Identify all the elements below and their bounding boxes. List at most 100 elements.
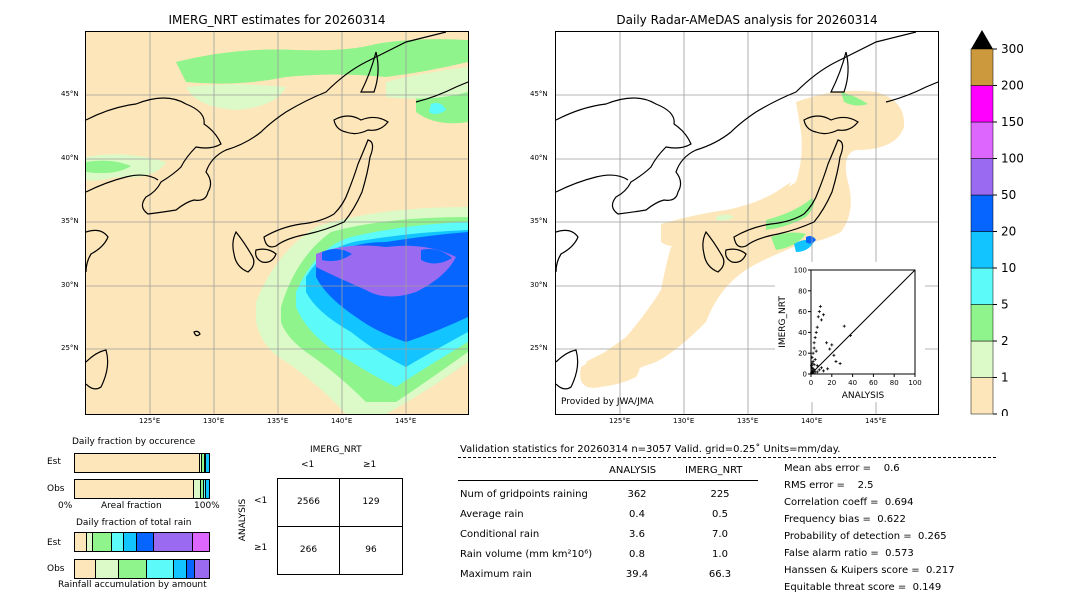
scatter-point — [828, 347, 832, 351]
scatter-point — [812, 346, 816, 350]
scatter-ylabel: IMERG_NRT — [778, 296, 788, 348]
contingency-row-axis-label: ANALYSIS — [238, 498, 248, 542]
scatter-point — [819, 318, 823, 322]
contingency-row-lt1: <1 — [254, 496, 268, 506]
scatter-point — [813, 336, 817, 340]
fraction-segment — [75, 454, 200, 472]
scatter-x-tick-label: 20 — [827, 379, 836, 387]
scatter-point — [825, 341, 829, 345]
total-rain-est-bar — [74, 532, 210, 552]
fraction-segment — [194, 560, 210, 578]
validation-row-imerg: 0.5 — [712, 509, 728, 520]
score-line: Equitable threat score = 0.149 — [784, 582, 942, 593]
scatter-y-tick-label: 0 — [803, 371, 807, 379]
scatter-y-tick-label: 80 — [798, 287, 807, 295]
scatter-point — [815, 364, 819, 368]
radar-coverage — [580, 90, 905, 388]
occurrence-obs-bar — [74, 479, 210, 499]
contingency-cell-0-0: 2566 — [278, 479, 340, 527]
imerg-lon-label-140: 140°E — [331, 417, 353, 425]
colorbar-tick-label: 50 — [1001, 188, 1016, 202]
validation-row-label: Average rain — [460, 509, 524, 520]
validation-row-analysis: 0.4 — [629, 509, 645, 520]
scatter-y-tick-label: 60 — [798, 308, 807, 316]
scatter-point — [814, 330, 818, 334]
fraction-segment — [119, 560, 147, 578]
validation-row-imerg: 66.3 — [708, 569, 732, 580]
validation-row-analysis: 39.4 — [625, 569, 649, 580]
scatter-x-tick-label: 40 — [848, 379, 857, 387]
scatter-point — [810, 362, 814, 366]
validation-header: Validation statistics for 20260314 n=305… — [460, 444, 841, 455]
occurrence-xmax: 100% — [194, 501, 220, 511]
contingency-grid: 2566 129 266 96 — [277, 478, 403, 575]
contingency-title: IMERG_NRT — [310, 445, 362, 455]
scatter-point — [849, 334, 853, 338]
fraction-segment — [203, 480, 207, 498]
validation-row-imerg: 225 — [710, 489, 730, 500]
scatter-y-tick-label: 20 — [798, 350, 807, 358]
occurrence-title: Daily fraction by occurence — [72, 437, 196, 447]
colorbar-segment — [970, 340, 994, 378]
fraction-segment — [204, 454, 207, 472]
scatter-point — [830, 343, 834, 347]
scatter-point — [842, 324, 846, 328]
occurrence-est-bar — [74, 453, 210, 473]
colorbar-segment — [970, 85, 994, 123]
scatter-point — [821, 369, 825, 373]
fraction-segment — [199, 454, 203, 472]
score-line: False alarm ratio = 0.573 — [784, 548, 914, 559]
scatter-x-tick-label: 100 — [908, 379, 921, 387]
score-line: Probability of detection = 0.265 — [784, 531, 947, 542]
scatter-point — [810, 355, 814, 359]
colorbar-tick-label: 150 — [1001, 115, 1024, 129]
imerg-lat-label-45: 45°N — [61, 90, 79, 98]
colorbar-segment — [970, 158, 994, 196]
fraction-segment — [75, 480, 195, 498]
validation-dash-line — [458, 457, 996, 458]
radar-lat-label-30: 30°N — [530, 281, 548, 289]
imerg-lon-label-145: 145°E — [395, 417, 417, 425]
scatter-point — [811, 360, 815, 364]
validation-row-analysis: 0.8 — [629, 549, 645, 560]
occurrence-xmin: 0% — [58, 501, 73, 511]
radar-lon-label-145: 145°E — [865, 417, 887, 425]
fraction-segment — [75, 533, 88, 551]
imerg-lon-label-130: 130°E — [203, 417, 225, 425]
imerg-coastline — [86, 32, 468, 390]
colorbar-tick-label: 5 — [1001, 298, 1009, 312]
scatter-xlabel: ANALYSIS — [842, 391, 885, 401]
validation-row-label: Maximum rain — [460, 569, 532, 580]
scatter-point — [826, 367, 830, 371]
colorbar-segment — [970, 231, 994, 269]
occurrence-row-est: Est — [47, 457, 61, 467]
radar-lon-label-125: 125°E — [609, 417, 631, 425]
colorbar-scale: 0 1 2 5 10 20 50 100 150 200 300 — [970, 30, 1024, 421]
fraction-segment — [137, 533, 155, 551]
scatter-y-tick-label: 40 — [798, 329, 807, 337]
score-line: RMS error = 2.5 — [784, 480, 874, 491]
contingency-col-lt1: <1 — [301, 460, 315, 470]
validation-col-imerg: IMERG_NRT — [685, 465, 743, 476]
occurrence-xlabel: Areal fraction — [101, 501, 162, 511]
imerg-map-title: IMERG_NRT estimates for 20260314 — [168, 13, 386, 27]
scatter-point — [811, 351, 815, 355]
scatter-point — [817, 368, 821, 372]
validation-row-label: Rain volume (mm km²10⁶) — [460, 549, 593, 560]
fraction-segment — [206, 480, 209, 498]
imerg-map[interactable] — [85, 31, 469, 415]
scatter-point — [817, 310, 821, 314]
scatter-point — [810, 366, 814, 370]
validation-row-analysis: 3.6 — [629, 529, 645, 540]
occurrence-row-obs: Obs — [47, 484, 65, 494]
scatter-point — [816, 315, 820, 319]
scatter-point — [814, 349, 818, 353]
imerg-map-canvas — [86, 32, 468, 414]
colorbar-segment — [970, 267, 994, 305]
scatter-one-to-one-line — [810, 269, 916, 375]
total-rain-row-est: Est — [47, 538, 61, 548]
imerg-precip — [86, 39, 468, 414]
radar-map[interactable] — [555, 31, 939, 415]
fraction-segment — [87, 533, 94, 551]
scatter-x-tick-label: 60 — [869, 379, 878, 387]
